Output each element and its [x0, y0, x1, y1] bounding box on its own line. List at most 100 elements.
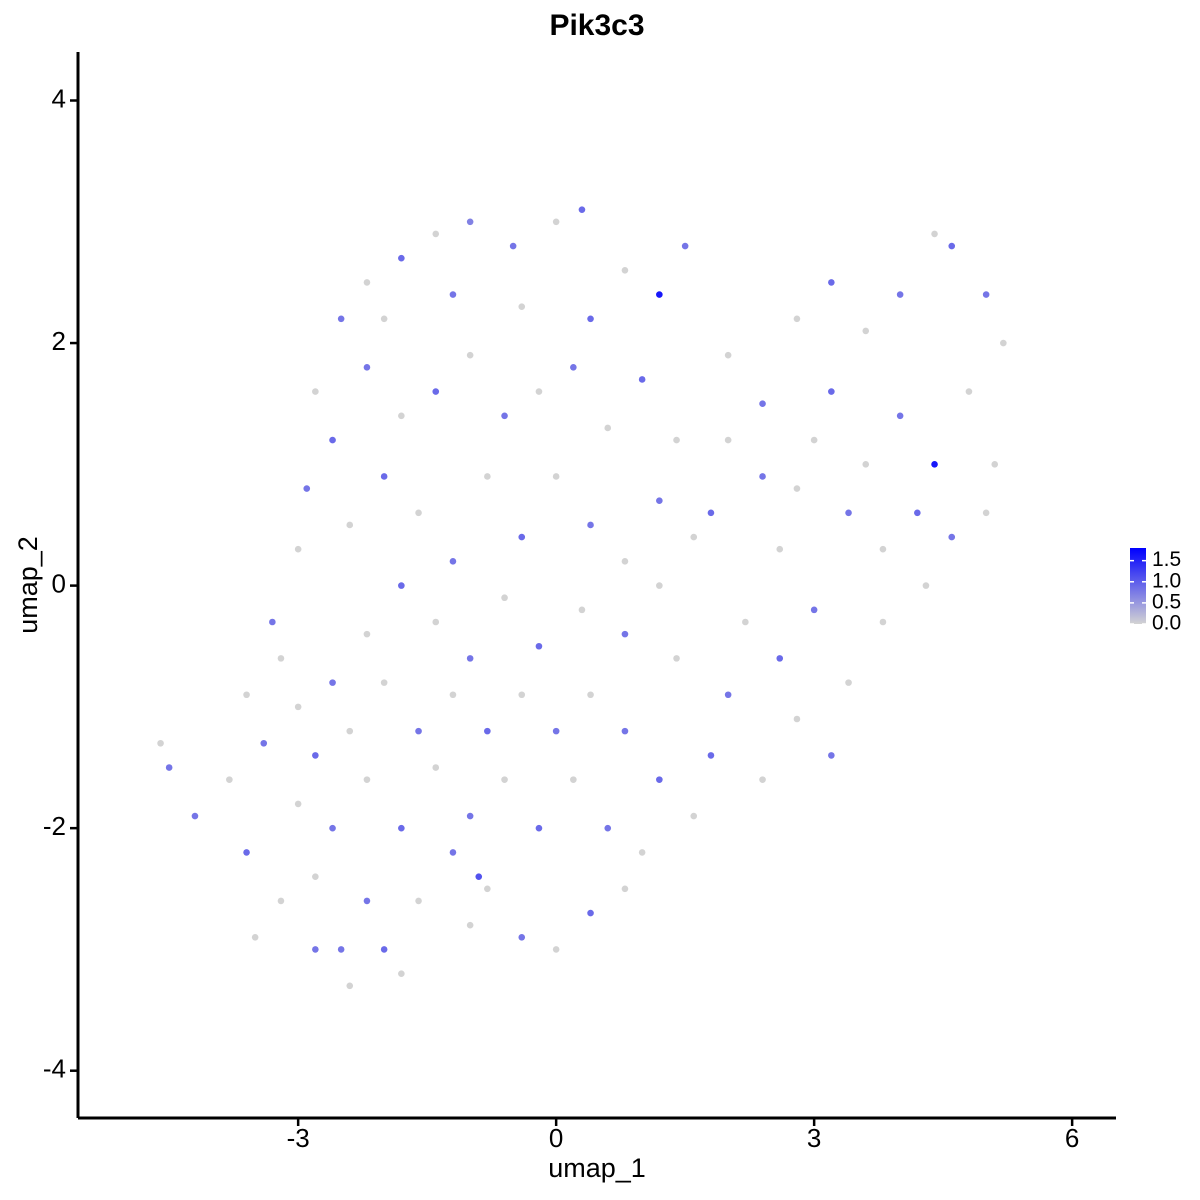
cell-point: [535, 824, 543, 832]
cell-point: [449, 849, 457, 856]
cell-point: [484, 473, 491, 480]
cell-point: [793, 485, 801, 492]
cell-point: [1000, 339, 1007, 347]
cell-point: [552, 218, 560, 226]
cell-point: [294, 800, 302, 808]
cell-point: [312, 752, 319, 759]
cell-point: [828, 388, 835, 395]
cell-point: [828, 279, 835, 286]
cell-point: [303, 485, 311, 492]
cell-point: [518, 934, 526, 941]
cell-point: [621, 266, 629, 274]
cell-point: [982, 509, 990, 517]
cell-point: [501, 594, 508, 602]
cell-point: [931, 230, 938, 238]
cell-point: [509, 242, 517, 250]
cell-point: [380, 315, 388, 323]
cell-point: [363, 279, 371, 286]
cell-point: [914, 509, 921, 517]
cell-point: [578, 206, 586, 213]
y-axis-label: umap_2: [13, 536, 43, 634]
cell-point: [673, 655, 680, 662]
cell-point: [466, 218, 474, 226]
cell-point: [294, 703, 302, 711]
cell-point: [277, 655, 285, 662]
cell-point: [165, 764, 173, 771]
cell-point: [681, 242, 689, 250]
cell-point: [656, 582, 663, 589]
cell-point: [896, 412, 904, 420]
cell-point: [673, 436, 680, 444]
cell-point: [466, 655, 474, 662]
cell-point: [312, 873, 319, 880]
cell-point: [518, 533, 526, 541]
cell-point: [724, 351, 732, 359]
cell-point: [724, 436, 732, 444]
cell-point: [466, 921, 474, 929]
cell-point: [398, 254, 405, 262]
chart-title: Pik3c3: [549, 9, 644, 42]
cell-point: [277, 897, 285, 905]
colorbar-label: 0.5: [1152, 590, 1181, 613]
cell-point: [922, 582, 930, 589]
cell-point: [243, 691, 250, 699]
cell-point: [742, 618, 749, 626]
cell-point: [535, 642, 543, 650]
cell-point: [862, 461, 870, 468]
cell-point: [398, 582, 405, 589]
cell-point: [449, 691, 457, 699]
cell-point: [587, 315, 594, 323]
cell-point: [621, 630, 629, 638]
cell-point: [578, 606, 586, 614]
cell-point: [294, 545, 302, 553]
cell-point: [269, 618, 276, 626]
cell-point: [432, 618, 440, 626]
cell-point: [656, 291, 663, 298]
cell-point: [776, 545, 784, 553]
cell-point: [845, 509, 852, 517]
cell-point: [363, 364, 371, 371]
cell-point: [432, 388, 440, 395]
cell-point: [363, 630, 371, 638]
cell-point: [638, 376, 646, 383]
cell-point: [570, 364, 577, 371]
cell-point: [991, 461, 999, 468]
cell-point: [759, 776, 766, 783]
cell-point: [862, 327, 870, 335]
colorbar-label: 1.0: [1152, 569, 1181, 592]
cell-point: [879, 545, 887, 553]
cell-point: [570, 776, 577, 783]
cell-point: [621, 558, 629, 565]
cell-point: [931, 461, 938, 468]
cell-point: [226, 776, 233, 783]
y-tick-label: 2: [52, 326, 66, 356]
cell-point: [337, 946, 345, 953]
cell-point: [535, 388, 543, 395]
cell-point: [415, 897, 422, 905]
cell-point: [552, 473, 560, 480]
x-tick-label: 6: [1065, 1123, 1079, 1153]
cell-point: [415, 727, 422, 735]
cell-point: [329, 679, 336, 686]
cell-point: [380, 946, 388, 953]
cell-point: [518, 303, 526, 310]
cell-point: [810, 436, 818, 444]
cell-point: [432, 230, 440, 238]
cell-point: [690, 812, 698, 820]
cell-point: [896, 291, 904, 298]
cell-point: [948, 242, 956, 250]
cell-point: [656, 497, 663, 505]
cell-point: [587, 521, 594, 529]
cell-point: [810, 606, 818, 614]
cell-point: [191, 812, 199, 820]
cell-point: [243, 849, 250, 856]
cell-point: [724, 691, 732, 699]
x-tick-label: 3: [807, 1123, 821, 1153]
y-tick-label: -4: [43, 1054, 66, 1084]
colorbar-label: 0.0: [1152, 612, 1181, 635]
cell-point: [346, 521, 354, 529]
cell-point: [621, 885, 629, 893]
cell-point: [948, 533, 956, 541]
cell-point: [251, 934, 259, 941]
